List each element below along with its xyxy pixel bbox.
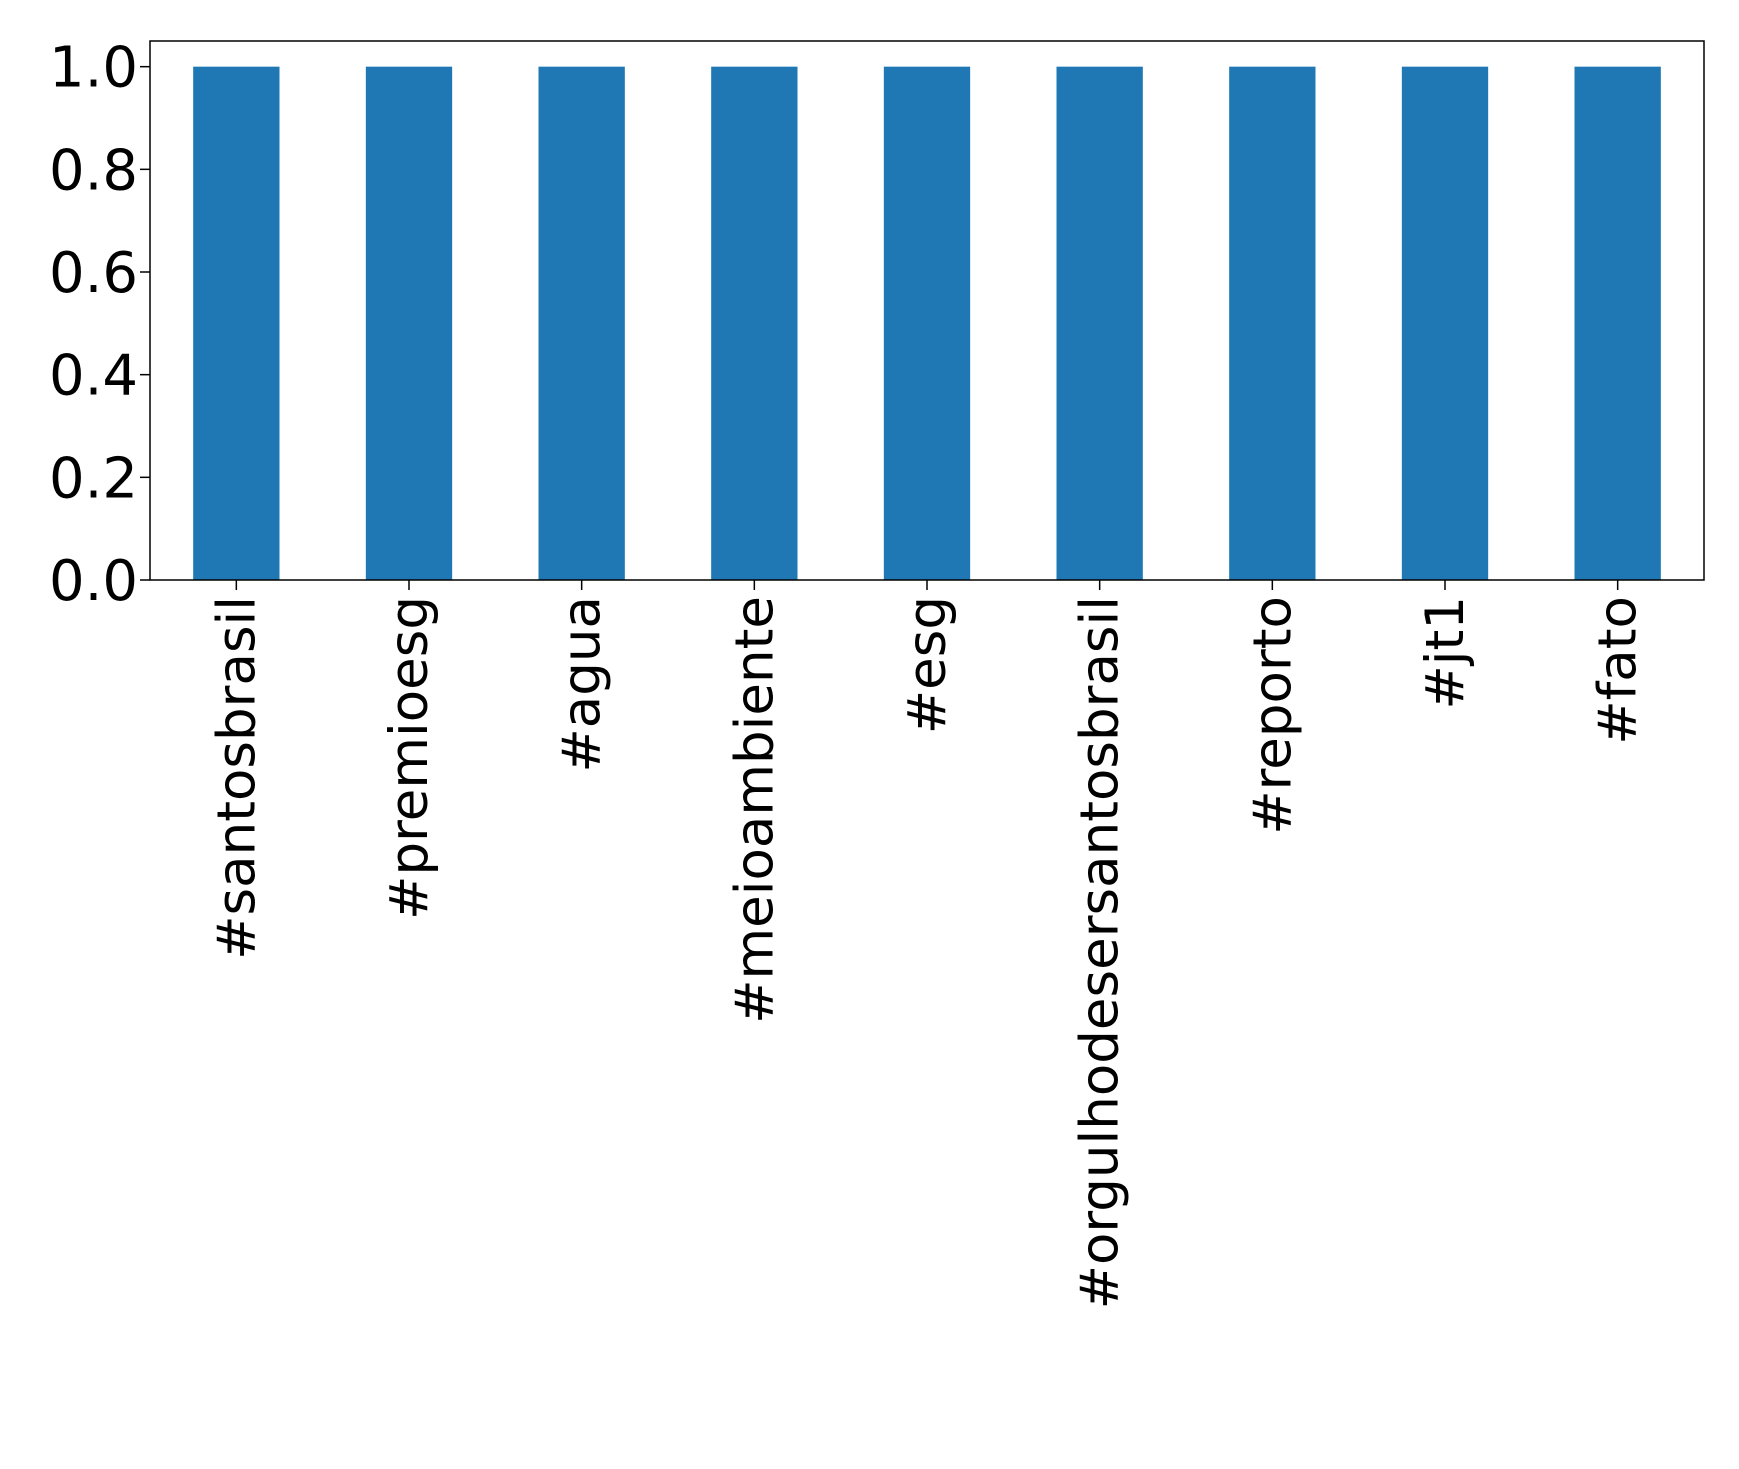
y-tick-label: 0.8 — [49, 138, 138, 203]
x-tick-label: #meioambiente — [724, 596, 785, 1024]
bar-santosbrasil — [193, 66, 280, 581]
bar-esg — [883, 66, 971, 581]
y-tick-label: 1.0 — [49, 36, 138, 101]
x-tick-label: #esg — [897, 596, 958, 734]
y-tick-label: 0.4 — [49, 344, 138, 409]
x-tick-label: #fato — [1588, 596, 1649, 745]
x-tick-label: #jt1 — [1415, 596, 1476, 710]
x-axis: #santosbrasil #premioesg #agua #meioambient… — [206, 580, 1649, 1309]
bar-premioesg — [365, 66, 453, 581]
y-tick-label: 0.2 — [49, 446, 138, 511]
x-tick-label: #orgulhodesersantosbrasil — [1070, 596, 1131, 1309]
x-tick-label: #santosbrasil — [206, 596, 267, 960]
bar-meioambiente — [711, 66, 798, 581]
y-tick-label: 0.6 — [49, 241, 138, 306]
x-tick-label: #premioesg — [379, 596, 440, 920]
bar-orgulhodesersantosbrasil — [1056, 66, 1143, 581]
bar-agua — [538, 66, 625, 581]
x-tick-label: #reporto — [1242, 596, 1303, 835]
y-axis: 0.0 0.2 0.4 0.6 0.8 1.0 — [49, 36, 150, 614]
bars-group — [193, 66, 1661, 581]
bar-fato — [1574, 66, 1661, 581]
y-tick-label: 0.0 — [49, 549, 138, 614]
x-tick-label: #agua — [552, 596, 613, 773]
bar-reporto — [1229, 66, 1316, 581]
bar-jt1 — [1401, 66, 1489, 581]
